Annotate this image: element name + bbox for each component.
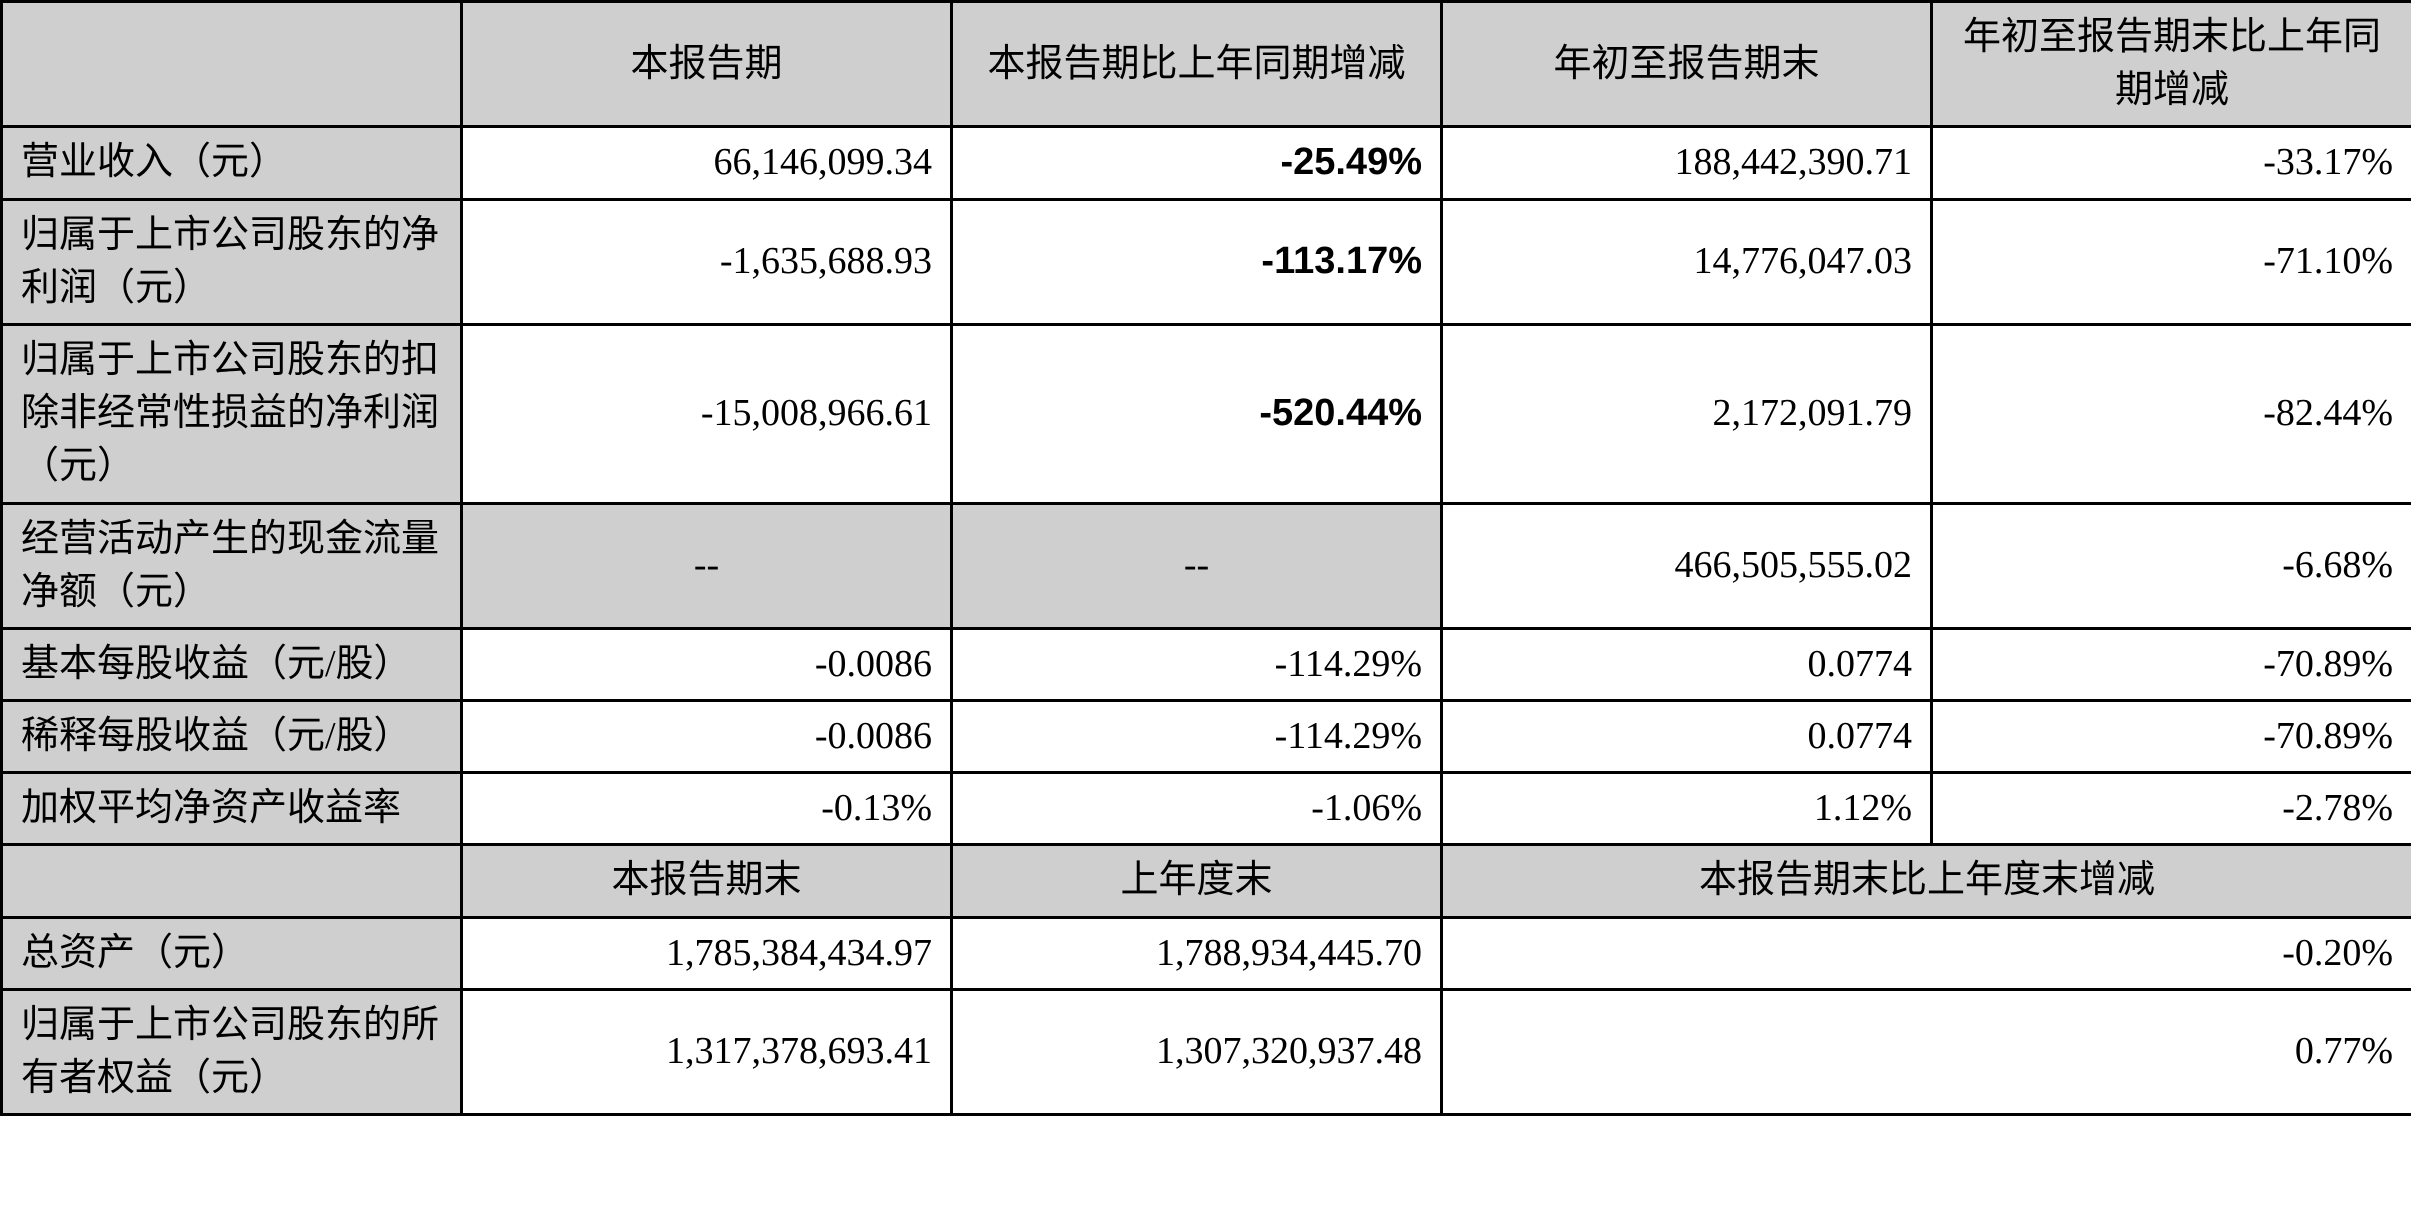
row-val-ytd-change: -82.44% bbox=[1932, 324, 2411, 503]
data-row: 加权平均净资产收益率-0.13%-1.06%1.12%-2.78% bbox=[2, 773, 2411, 845]
row-val-period-change: -114.29% bbox=[952, 628, 1442, 700]
header1-col4: 年初至报告期末比上年同期增减 bbox=[1932, 2, 2411, 127]
row-val-ytd-change: -33.17% bbox=[1932, 127, 2411, 199]
header2-col1: 本报告期末 bbox=[462, 845, 952, 917]
row-val-prev: 1,788,934,445.70 bbox=[952, 917, 1442, 989]
row-label: 归属于上市公司股东的扣除非经常性损益的净利润（元） bbox=[2, 324, 462, 503]
row-val-ytd: 188,442,390.71 bbox=[1442, 127, 1932, 199]
row-label: 经营活动产生的现金流量净额（元） bbox=[2, 503, 462, 628]
data-row: 归属于上市公司股东的净利润（元）-1,635,688.93-113.17%14,… bbox=[2, 199, 2411, 324]
row-val-ytd-change: -71.10% bbox=[1932, 199, 2411, 324]
row-val-ytd: 0.0774 bbox=[1442, 701, 1932, 773]
header-blank bbox=[2, 2, 462, 127]
data-row: 营业收入（元）66,146,099.34-25.49%188,442,390.7… bbox=[2, 127, 2411, 199]
financial-table: 本报告期本报告期比上年同期增减年初至报告期末年初至报告期末比上年同期增减营业收入… bbox=[0, 0, 2411, 1116]
row-label: 稀释每股收益（元/股） bbox=[2, 701, 462, 773]
row-val-ytd: 1.12% bbox=[1442, 773, 1932, 845]
header-row-1: 本报告期本报告期比上年同期增减年初至报告期末年初至报告期末比上年同期增减 bbox=[2, 2, 2411, 127]
row-val-period-change: -- bbox=[952, 503, 1442, 628]
row-val-prev: 1,307,320,937.48 bbox=[952, 989, 1442, 1114]
row-val-period-change: -113.17% bbox=[952, 199, 1442, 324]
row-label: 营业收入（元） bbox=[2, 127, 462, 199]
header1-col1: 本报告期 bbox=[462, 2, 952, 127]
row-val-change: -0.20% bbox=[1442, 917, 2411, 989]
row-val-ytd-change: -70.89% bbox=[1932, 628, 2411, 700]
row-label: 总资产（元） bbox=[2, 917, 462, 989]
row-label: 归属于上市公司股东的所有者权益（元） bbox=[2, 989, 462, 1114]
header2-col2: 上年度末 bbox=[952, 845, 1442, 917]
row-val-period: -- bbox=[462, 503, 952, 628]
row-val-period: -0.0086 bbox=[462, 701, 952, 773]
header-row-2: 本报告期末上年度末本报告期末比上年度末增减 bbox=[2, 845, 2411, 917]
data-row: 归属于上市公司股东的扣除非经常性损益的净利润（元）-15,008,966.61-… bbox=[2, 324, 2411, 503]
row-val-period-change: -114.29% bbox=[952, 701, 1442, 773]
row-val-ytd-change: -2.78% bbox=[1932, 773, 2411, 845]
row-val-ytd: 14,776,047.03 bbox=[1442, 199, 1932, 324]
header2-blank bbox=[2, 845, 462, 917]
data-row: 经营活动产生的现金流量净额（元）----466,505,555.02-6.68% bbox=[2, 503, 2411, 628]
row-label: 基本每股收益（元/股） bbox=[2, 628, 462, 700]
data-row: 归属于上市公司股东的所有者权益（元）1,317,378,693.411,307,… bbox=[2, 989, 2411, 1114]
row-val-ytd: 466,505,555.02 bbox=[1442, 503, 1932, 628]
row-val-ytd: 2,172,091.79 bbox=[1442, 324, 1932, 503]
data-row: 总资产（元）1,785,384,434.971,788,934,445.70-0… bbox=[2, 917, 2411, 989]
header2-col3: 本报告期末比上年度末增减 bbox=[1442, 845, 2411, 917]
row-val-change: 0.77% bbox=[1442, 989, 2411, 1114]
row-val-period-change: -1.06% bbox=[952, 773, 1442, 845]
row-val-period: 66,146,099.34 bbox=[462, 127, 952, 199]
row-val-period: -0.0086 bbox=[462, 628, 952, 700]
row-val-period: -1,635,688.93 bbox=[462, 199, 952, 324]
row-val-period: -0.13% bbox=[462, 773, 952, 845]
row-label: 归属于上市公司股东的净利润（元） bbox=[2, 199, 462, 324]
header1-col3: 年初至报告期末 bbox=[1442, 2, 1932, 127]
row-val-period-change: -25.49% bbox=[952, 127, 1442, 199]
row-val-end: 1,317,378,693.41 bbox=[462, 989, 952, 1114]
row-val-ytd-change: -70.89% bbox=[1932, 701, 2411, 773]
row-val-period: -15,008,966.61 bbox=[462, 324, 952, 503]
row-val-ytd-change: -6.68% bbox=[1932, 503, 2411, 628]
row-label: 加权平均净资产收益率 bbox=[2, 773, 462, 845]
row-val-period-change: -520.44% bbox=[952, 324, 1442, 503]
row-val-ytd: 0.0774 bbox=[1442, 628, 1932, 700]
data-row: 稀释每股收益（元/股）-0.0086-114.29%0.0774-70.89% bbox=[2, 701, 2411, 773]
row-val-end: 1,785,384,434.97 bbox=[462, 917, 952, 989]
header1-col2: 本报告期比上年同期增减 bbox=[952, 2, 1442, 127]
data-row: 基本每股收益（元/股）-0.0086-114.29%0.0774-70.89% bbox=[2, 628, 2411, 700]
